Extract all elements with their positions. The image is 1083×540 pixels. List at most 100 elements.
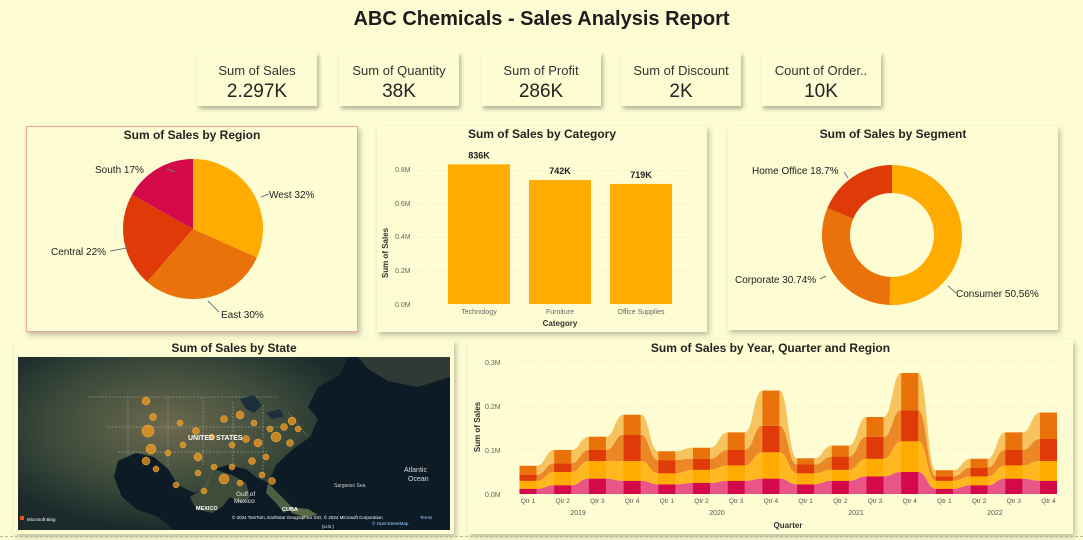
- map-osm-link[interactable]: © OpenStreetMap: [372, 520, 409, 526]
- ribbon-segment[interactable]: [1005, 450, 1023, 466]
- ribbon-segment[interactable]: [554, 463, 572, 472]
- ribbon-segment[interactable]: [901, 410, 919, 442]
- ribbon-segment[interactable]: [970, 476, 988, 486]
- ribbon-segment[interactable]: [623, 480, 641, 494]
- ribbon-segment[interactable]: [727, 465, 745, 481]
- ribbon-segment[interactable]: [866, 436, 884, 459]
- ribbon-segment[interactable]: [797, 473, 815, 485]
- ribbon-segment[interactable]: [519, 474, 537, 481]
- kpi-card-quantity[interactable]: Sum of Quantity 38K: [339, 52, 459, 106]
- ribbon-chart-card[interactable]: Sum of Sales by Year, Quarter and Region…: [468, 340, 1073, 534]
- bar-series[interactable]: 836K Technology 742K Furniture 719K Office Su…: [448, 150, 672, 316]
- ribbon-segment[interactable]: [797, 464, 815, 474]
- ribbon-segment[interactable]: [693, 458, 710, 470]
- ribbon-segment[interactable]: [554, 472, 572, 486]
- ribbon-segment[interactable]: [693, 469, 710, 483]
- state-map[interactable]: UNITED STATES Gulf of Mexico MEXICO CUBA…: [18, 357, 450, 530]
- ribbon-segment[interactable]: [658, 473, 676, 485]
- ribbon-segment[interactable]: [831, 445, 849, 457]
- ribbon-segment[interactable]: [519, 488, 537, 494]
- ribbon-segment[interactable]: [935, 470, 953, 477]
- ribbon-segment[interactable]: [588, 436, 606, 450]
- ribbon-segment[interactable]: [554, 485, 572, 494]
- ribbon-segment[interactable]: [831, 480, 849, 494]
- kpi-card-sales[interactable]: Sum of Sales 2.297K: [197, 52, 317, 106]
- slice-label-central: Central 22%: [51, 247, 106, 258]
- ribbon-segment[interactable]: [727, 450, 745, 466]
- ribbon-series-3[interactable]: [519, 410, 1058, 481]
- ribbon-segment[interactable]: [762, 452, 780, 479]
- ribbon-segment[interactable]: [693, 483, 710, 494]
- slice-east[interactable]: [147, 229, 257, 299]
- kpi-card-discount[interactable]: Sum of Discount 2K: [621, 52, 741, 106]
- region-pie-card[interactable]: Sum of Sales by Region South 17% West 32…: [26, 126, 358, 332]
- ribbon-segment[interactable]: [866, 476, 884, 494]
- ribbon-segment[interactable]: [935, 480, 953, 489]
- ribbon-segment[interactable]: [693, 447, 710, 459]
- slice-consumer[interactable]: [889, 165, 962, 305]
- segment-donut-card[interactable]: Sum of Sales by Segment Home Office 18.7…: [728, 126, 1058, 330]
- map-terms-link[interactable]: Terms: [420, 515, 433, 520]
- ribbon-segment[interactable]: [762, 478, 780, 494]
- ribbon-segment[interactable]: [658, 484, 676, 494]
- slice-south[interactable]: [132, 159, 193, 229]
- ribbon-series-2[interactable]: [519, 441, 1058, 489]
- y-tick: 0.1M: [485, 448, 501, 455]
- ribbon-segment[interactable]: [935, 488, 953, 494]
- ribbon-segment[interactable]: [970, 485, 988, 494]
- ribbon-segment[interactable]: [866, 417, 884, 437]
- ribbon-segment[interactable]: [866, 458, 884, 477]
- map-attribution: © 2024 TomTom, Earthstar Geographics SIO…: [232, 514, 383, 520]
- slice-central[interactable]: [123, 194, 193, 282]
- ribbon-segment[interactable]: [831, 469, 849, 481]
- segment-donut-slices[interactable]: [822, 165, 962, 305]
- ribbon-segment[interactable]: [554, 450, 572, 464]
- ribbon-segment[interactable]: [1005, 478, 1023, 494]
- ribbon-segment[interactable]: [588, 478, 606, 494]
- ribbon-series-1[interactable]: [519, 472, 1058, 494]
- slice-corporate[interactable]: [822, 208, 891, 305]
- ribbon-series[interactable]: [519, 373, 1058, 494]
- ribbon-segment[interactable]: [519, 480, 537, 489]
- sales-bubbles[interactable]: [141, 396, 302, 495]
- ribbon-segment[interactable]: [658, 451, 676, 461]
- bar-technology[interactable]: [448, 164, 510, 304]
- category-bar-card[interactable]: Sum of Sales by Category 0.8M 0.6M 0.4M …: [377, 126, 707, 332]
- region-pie-slices[interactable]: [123, 159, 263, 299]
- ribbon-segment[interactable]: [901, 472, 919, 494]
- ribbon-segment[interactable]: [658, 460, 676, 474]
- ribbon-segment[interactable]: [519, 465, 537, 475]
- ribbon-segment[interactable]: [623, 414, 641, 435]
- ribbon-segment[interactable]: [762, 390, 780, 426]
- ribbon-segment[interactable]: [1040, 480, 1057, 494]
- ribbon-segment[interactable]: [797, 484, 815, 494]
- ribbon-segment[interactable]: [588, 461, 606, 479]
- ribbon-segment[interactable]: [901, 441, 919, 472]
- kpi-card-orders[interactable]: Count of Order.. 10K: [761, 52, 881, 106]
- ribbon-segment[interactable]: [727, 432, 745, 450]
- slice-west[interactable]: [193, 159, 263, 258]
- ribbon-segment[interactable]: [1005, 465, 1023, 479]
- ribbon-segment[interactable]: [623, 434, 641, 461]
- ribbon-segment[interactable]: [1040, 439, 1057, 461]
- ribbon-segment[interactable]: [901, 373, 919, 411]
- ribbon-segment[interactable]: [970, 467, 988, 477]
- ribbon-segment[interactable]: [1040, 412, 1057, 439]
- ribbon-segment[interactable]: [970, 458, 988, 468]
- ribbon-series-4[interactable]: [519, 373, 1058, 477]
- ribbon-segment[interactable]: [623, 461, 641, 481]
- ribbon-segment[interactable]: [935, 476, 953, 481]
- bar-office-supplies[interactable]: [610, 183, 672, 304]
- ribbon-segment[interactable]: [727, 480, 745, 494]
- ribbon-segment[interactable]: [762, 425, 780, 453]
- bar-furniture[interactable]: [529, 180, 591, 304]
- ribbon-segment[interactable]: [797, 458, 815, 465]
- slice-home-office[interactable]: [827, 165, 892, 219]
- ribbon-segment[interactable]: [1005, 432, 1023, 450]
- kpi-card-profit[interactable]: Sum of Profit 286K: [481, 52, 601, 106]
- ribbon-segment[interactable]: [1040, 461, 1057, 481]
- ribbon-segment[interactable]: [588, 450, 606, 461]
- map-label-us: (U.S.): [322, 524, 334, 529]
- ribbon-segment[interactable]: [831, 456, 849, 470]
- x-axis-label: Category: [543, 319, 578, 328]
